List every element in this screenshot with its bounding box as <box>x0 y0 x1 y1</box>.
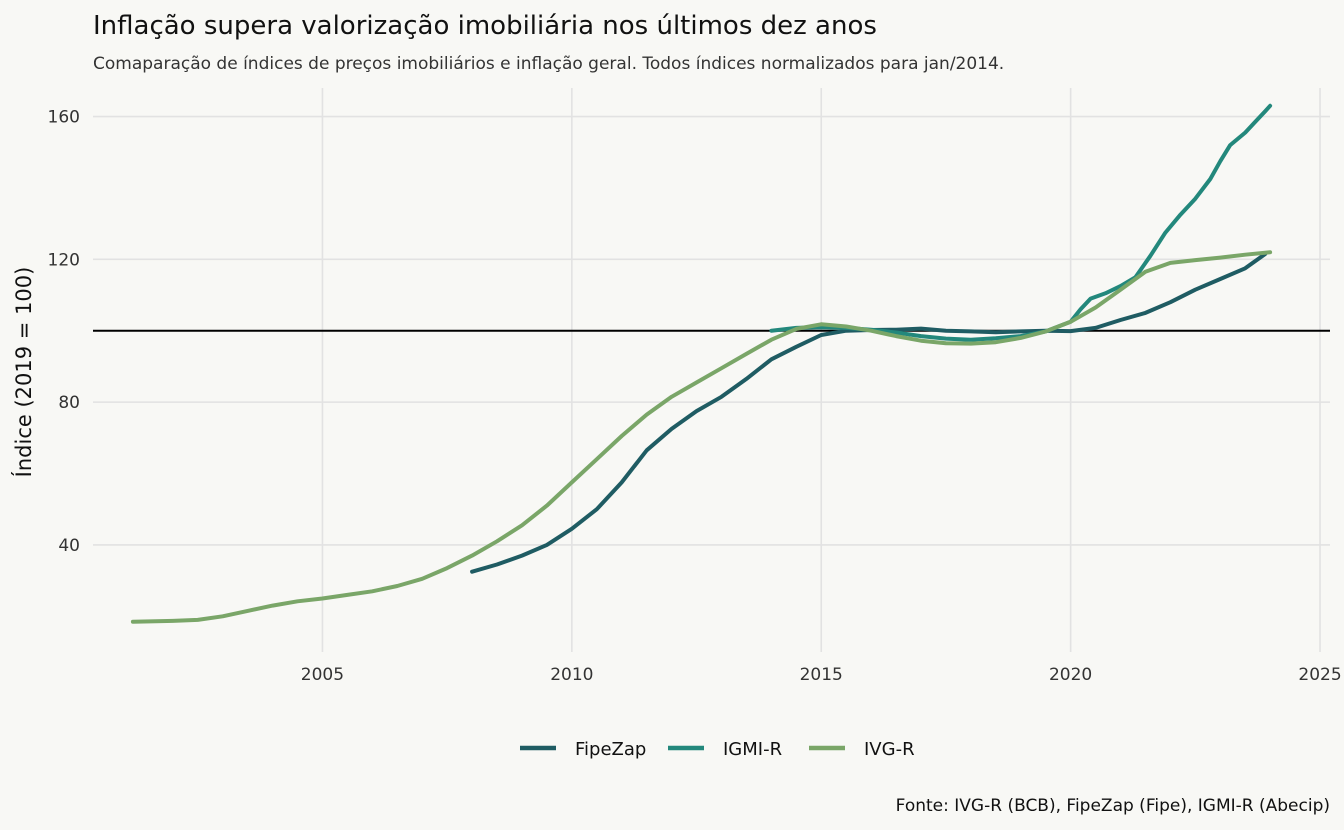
x-tick-label: 2015 <box>800 665 843 685</box>
y-axis-title: Índice (2019 = 100) <box>11 267 36 478</box>
series-lines <box>130 103 1273 624</box>
chart-subtitle: Comaparação de índices de preços imobili… <box>93 54 1004 74</box>
legend: FipeZap IGMI-R IVG-R <box>520 739 915 760</box>
series-line <box>470 252 1268 574</box>
chart-title: Inflação supera valorização imobiliária … <box>93 11 877 41</box>
y-tick-label: 80 <box>58 393 80 413</box>
legend-label: IGMI-R <box>723 739 782 760</box>
y-tick-label: 120 <box>48 250 80 270</box>
y-tick-label: 160 <box>48 108 80 128</box>
x-tick-label: 2005 <box>301 665 344 685</box>
legend-label: FipeZap <box>575 739 646 760</box>
axis-ticks: 2005 2010 2015 2020 2025 40 80 120 160 <box>48 108 1342 685</box>
x-tick-label: 2010 <box>550 665 593 685</box>
series-line <box>130 250 1273 624</box>
chart-caption: Fonte: IVG-R (BCB), FipeZap (Fipe), IGMI… <box>896 796 1330 816</box>
grid <box>93 88 1330 652</box>
y-tick-label: 40 <box>58 536 80 556</box>
x-tick-label: 2020 <box>1049 665 1092 685</box>
series-line <box>769 103 1273 342</box>
legend-label: IVG-R <box>864 739 915 760</box>
x-tick-label: 2025 <box>1298 665 1341 685</box>
